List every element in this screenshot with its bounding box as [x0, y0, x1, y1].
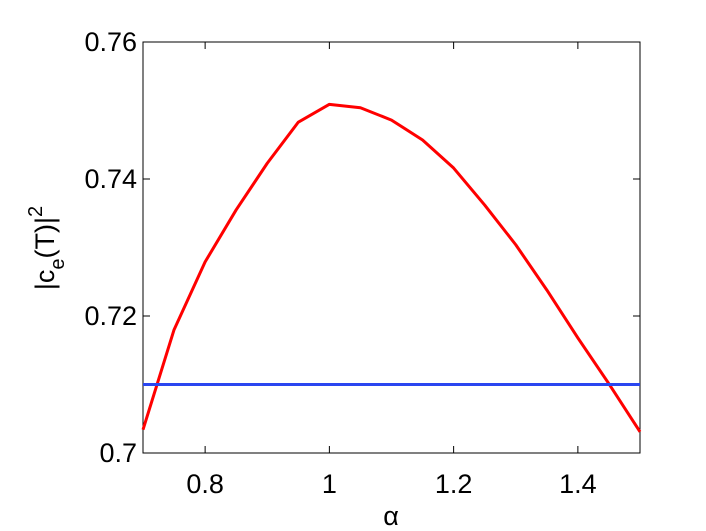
y-tick-label: 0.74	[84, 164, 137, 194]
y-tick-label: 0.72	[84, 301, 137, 331]
y-label-sup: 2	[25, 206, 47, 217]
series-line	[141, 102, 642, 433]
y-label-sub: e	[47, 258, 69, 269]
x-axis-label: α	[383, 501, 399, 531]
x-tick-label: 1.4	[559, 469, 597, 499]
y-label-base: |c	[30, 270, 60, 291]
y-label-mid: (T)|	[30, 217, 60, 259]
y-tick-label: 0.7	[99, 438, 137, 468]
plot-frame	[142, 41, 641, 454]
x-tick-label: 0.8	[186, 469, 224, 499]
y-axis-label: |ce(T)|2	[25, 206, 69, 290]
x-tick-label: 1.2	[435, 469, 473, 499]
y-tick-label: 0.76	[84, 27, 137, 57]
x-tick-label: 1	[322, 469, 337, 499]
